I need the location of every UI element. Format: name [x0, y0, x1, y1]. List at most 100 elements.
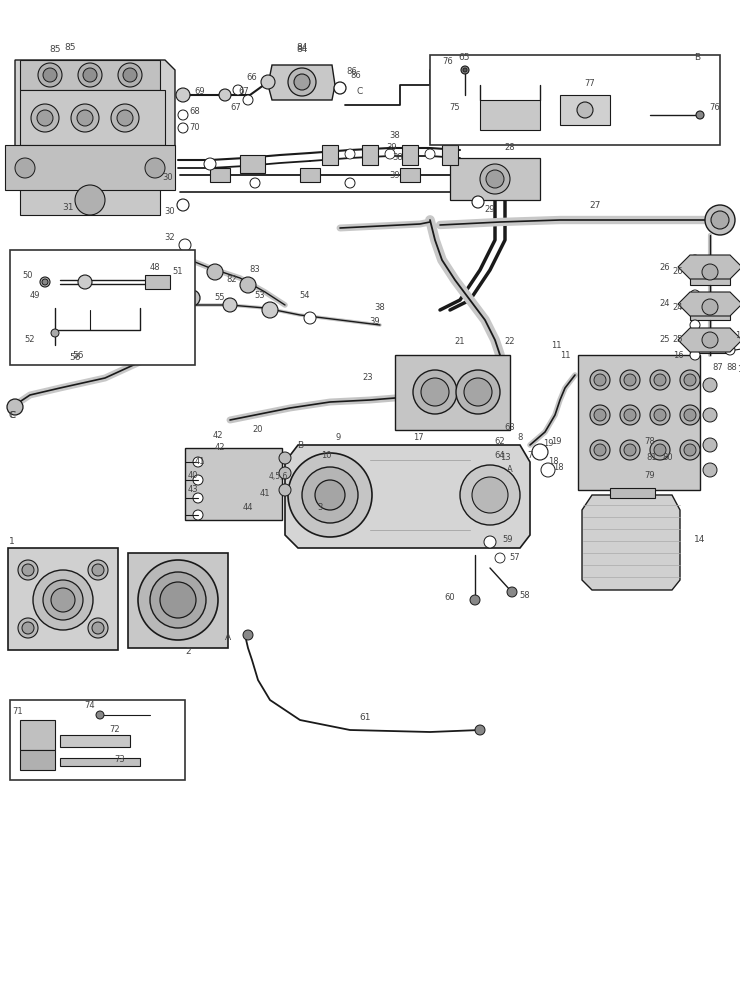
- Text: 43: 43: [188, 486, 198, 494]
- Text: 71: 71: [13, 708, 24, 716]
- Text: B: B: [297, 440, 303, 450]
- Circle shape: [78, 63, 102, 87]
- Circle shape: [38, 63, 62, 87]
- Bar: [362, 145, 378, 165]
- Polygon shape: [20, 750, 55, 770]
- Circle shape: [690, 350, 700, 360]
- Circle shape: [684, 409, 696, 421]
- Bar: [400, 168, 420, 182]
- Text: 76: 76: [443, 57, 454, 66]
- Circle shape: [650, 405, 670, 425]
- Circle shape: [461, 66, 469, 74]
- Circle shape: [334, 82, 346, 94]
- Circle shape: [650, 370, 670, 390]
- Circle shape: [204, 158, 216, 170]
- Circle shape: [177, 199, 189, 211]
- Text: 25: 25: [673, 336, 683, 344]
- Circle shape: [690, 255, 700, 265]
- Circle shape: [123, 68, 137, 82]
- Polygon shape: [450, 158, 540, 200]
- Circle shape: [71, 104, 99, 132]
- Circle shape: [77, 110, 93, 126]
- Text: 40: 40: [188, 472, 198, 481]
- Text: 49: 49: [30, 290, 40, 300]
- Circle shape: [594, 444, 606, 456]
- Circle shape: [279, 452, 291, 464]
- Text: 41: 41: [260, 488, 270, 497]
- Circle shape: [233, 85, 243, 95]
- Circle shape: [480, 164, 510, 194]
- Circle shape: [421, 378, 449, 406]
- Polygon shape: [8, 548, 118, 650]
- Bar: [485, 88, 495, 102]
- Bar: [322, 145, 338, 165]
- Text: 3: 3: [317, 504, 323, 512]
- Text: 54: 54: [300, 290, 310, 300]
- Circle shape: [650, 440, 670, 460]
- Text: 74: 74: [84, 700, 95, 710]
- Polygon shape: [268, 65, 335, 100]
- Text: 81: 81: [647, 454, 657, 462]
- Text: 75: 75: [450, 104, 460, 112]
- Circle shape: [507, 587, 517, 597]
- Text: 44: 44: [243, 504, 253, 512]
- Polygon shape: [20, 90, 165, 145]
- Circle shape: [472, 477, 508, 513]
- Text: 20: 20: [253, 426, 263, 434]
- Text: 52: 52: [24, 336, 36, 344]
- Circle shape: [40, 277, 50, 287]
- Text: 1: 1: [9, 538, 15, 546]
- Circle shape: [22, 564, 34, 576]
- Circle shape: [624, 409, 636, 421]
- Text: 58: 58: [519, 590, 531, 599]
- Text: 29: 29: [485, 206, 495, 215]
- Text: 51: 51: [172, 267, 184, 276]
- Circle shape: [520, 178, 530, 188]
- Circle shape: [88, 560, 108, 580]
- Circle shape: [243, 630, 253, 640]
- Circle shape: [541, 463, 555, 477]
- Circle shape: [96, 711, 104, 719]
- Polygon shape: [20, 185, 160, 215]
- Polygon shape: [185, 448, 282, 520]
- Circle shape: [43, 68, 57, 82]
- Text: 53: 53: [255, 290, 266, 300]
- Text: 18: 18: [548, 458, 558, 466]
- Text: 10: 10: [320, 450, 332, 460]
- Bar: [402, 145, 418, 165]
- Polygon shape: [678, 328, 740, 352]
- Text: 18: 18: [553, 464, 563, 473]
- Text: 62: 62: [494, 438, 505, 446]
- Text: 77: 77: [585, 80, 596, 89]
- Circle shape: [620, 370, 640, 390]
- Text: 65: 65: [458, 53, 470, 62]
- Circle shape: [22, 622, 34, 634]
- Circle shape: [455, 178, 465, 188]
- Circle shape: [470, 595, 480, 605]
- Circle shape: [145, 158, 165, 178]
- Text: 15: 15: [735, 330, 740, 340]
- Circle shape: [279, 467, 291, 479]
- Text: 12: 12: [737, 365, 740, 374]
- Circle shape: [703, 463, 717, 477]
- Text: 30: 30: [163, 174, 173, 182]
- Circle shape: [690, 290, 700, 300]
- Circle shape: [654, 409, 666, 421]
- Polygon shape: [20, 60, 160, 90]
- Circle shape: [31, 104, 59, 132]
- Text: 56: 56: [73, 351, 84, 360]
- Circle shape: [577, 102, 593, 118]
- Circle shape: [413, 370, 457, 414]
- Circle shape: [702, 299, 718, 315]
- Text: 68: 68: [189, 107, 201, 116]
- Text: 72: 72: [110, 726, 121, 734]
- Circle shape: [160, 582, 196, 618]
- Text: 59: 59: [502, 536, 514, 544]
- Circle shape: [288, 68, 316, 96]
- Circle shape: [594, 374, 606, 386]
- Text: 73: 73: [115, 756, 125, 764]
- Text: 66: 66: [246, 74, 258, 83]
- Circle shape: [654, 444, 666, 456]
- Circle shape: [240, 277, 256, 293]
- Circle shape: [385, 149, 395, 159]
